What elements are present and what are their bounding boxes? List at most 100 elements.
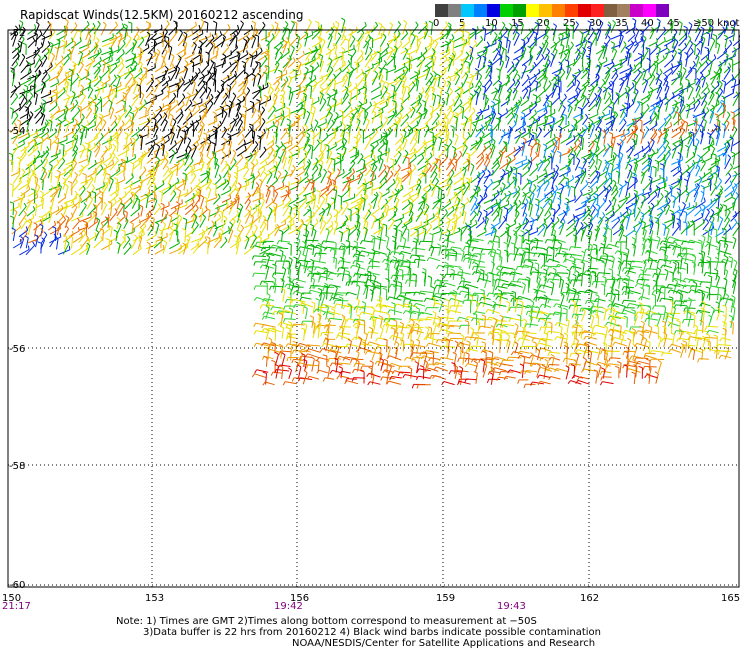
wind-barb (695, 39, 704, 47)
wind-barb-flag (721, 103, 726, 106)
wind-barb-flag (609, 177, 613, 182)
wind-barb-flag (163, 48, 168, 52)
wind-barb (618, 36, 624, 48)
wind-barb (325, 82, 333, 94)
wind-barb (197, 76, 206, 87)
wind-barb (176, 127, 181, 139)
wind-barb (168, 103, 179, 113)
wind-barb-flag (610, 80, 615, 84)
wind-barb-flag (533, 138, 537, 143)
wind-barb-flag (107, 65, 110, 70)
wind-barb (41, 57, 48, 68)
wind-barb-flag (47, 137, 52, 141)
wind-barb (125, 176, 134, 185)
wind-barb-flag (428, 20, 433, 24)
wind-barb (731, 173, 738, 183)
wind-barb (392, 93, 397, 106)
wind-barb (273, 40, 285, 49)
wind-barb (490, 113, 497, 125)
wind-barb-flag (347, 90, 352, 93)
wind-barb-flag (625, 72, 630, 76)
wind-barb-flag (331, 119, 335, 124)
wind-barb-flag (222, 151, 227, 156)
wind-barb (243, 169, 250, 178)
wind-barb (298, 175, 309, 185)
wind-barb (115, 52, 125, 62)
wind-barb-flag (161, 137, 166, 141)
wind-barb-flag (300, 101, 304, 106)
color-scale-bar (435, 4, 669, 17)
wind-barb (700, 162, 706, 172)
wind-barb (190, 75, 199, 85)
wind-barb-flag (226, 43, 230, 48)
wind-barb (590, 35, 598, 47)
wind-barb-flag (633, 158, 638, 162)
wind-barb (48, 55, 56, 68)
wind-barb-flag (459, 167, 462, 172)
wind-barb (124, 123, 134, 131)
wind-barb-flag (609, 98, 613, 103)
wind-barb-flag (594, 140, 599, 144)
wind-barb (625, 40, 637, 49)
wind-barb-flag (118, 166, 121, 171)
wind-barb (357, 42, 361, 53)
wind-barb-flag (636, 100, 641, 105)
wind-barb-flag (163, 112, 168, 117)
wind-barb (319, 61, 324, 73)
wind-barb (213, 43, 216, 55)
wind-barb-flag (175, 148, 178, 153)
wind-barb (617, 157, 621, 170)
wind-barb-flag (658, 100, 661, 105)
wind-barb-flag (329, 69, 331, 74)
wind-barb-flag (191, 57, 194, 62)
wind-barb (595, 142, 599, 152)
wind-barb (467, 160, 471, 172)
wind-barb (640, 132, 645, 144)
wind-barb-flag (138, 159, 141, 164)
wind-barb (162, 121, 168, 133)
wind-barb (287, 60, 296, 68)
wind-barb-flag (647, 154, 650, 159)
wind-barb (371, 73, 379, 86)
wind-barb (214, 153, 217, 166)
wind-barb-flag (418, 101, 422, 106)
wind-barb-flag (379, 157, 384, 161)
wind-barb (678, 46, 687, 55)
wind-barb-flag (181, 178, 186, 182)
wind-barb-flag (312, 174, 314, 179)
wind-barb-flag (34, 187, 37, 192)
wind-barb (514, 55, 525, 66)
wind-barb (303, 101, 306, 114)
wind-barb-flag (360, 49, 364, 54)
wind-barb (671, 76, 681, 82)
wind-barb-flag (695, 128, 697, 133)
wind-barb-flag (197, 46, 202, 50)
wind-barb-flag (85, 178, 89, 183)
wind-barb (402, 190, 414, 198)
wind-barb (529, 166, 539, 177)
wind-barb (207, 189, 212, 199)
wind-barb (393, 43, 403, 53)
wind-barb (131, 55, 136, 67)
wind-barb (453, 102, 463, 112)
wind-barb (440, 122, 447, 133)
wind-barb (365, 50, 373, 61)
wind-barb-flag (348, 101, 351, 106)
wind-barb (267, 50, 270, 61)
wind-barb-flag (609, 162, 614, 166)
wind-barb-flag (612, 19, 616, 24)
wind-barb-flag (373, 50, 377, 55)
wind-barb-flag (18, 81, 21, 86)
wind-barb-flag (490, 107, 495, 111)
wind-barb-flag (308, 47, 312, 52)
wind-barb (596, 30, 602, 42)
wind-barb-flag (274, 21, 279, 25)
wind-barb-flag (298, 115, 301, 120)
wind-barb (63, 106, 75, 113)
wind-barb (124, 131, 134, 140)
wind-barb (677, 91, 685, 100)
wind-barb-flag (509, 166, 514, 170)
wind-barb-flag (113, 89, 117, 94)
wind-barb-flag (735, 91, 740, 96)
wind-barb (603, 88, 608, 100)
